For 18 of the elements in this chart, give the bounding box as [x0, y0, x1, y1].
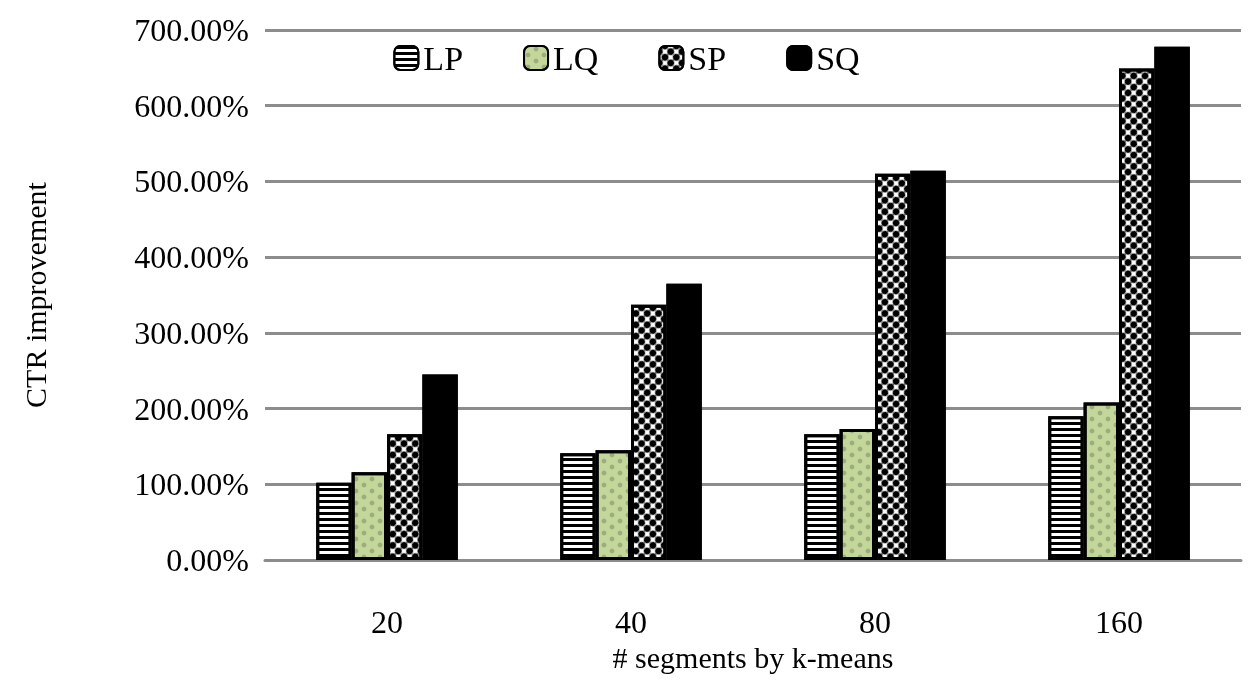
y-tick-label: 300.00%: [134, 314, 249, 351]
legend-label: SQ: [816, 39, 860, 77]
legend-label: LP: [423, 39, 464, 77]
legend-label: SP: [688, 39, 727, 77]
y-tick-label: 500.00%: [134, 163, 249, 200]
x-axis-title: # segments by k-means: [612, 641, 894, 675]
y-tick-label: 200.00%: [134, 390, 249, 427]
y-tick-label: 700.00%: [134, 12, 249, 48]
x-tick-label: 40: [615, 604, 647, 640]
x-tick-label: 80: [859, 604, 891, 640]
y-tick-label: 0.00%: [166, 542, 249, 578]
y-tick-label: 100.00%: [134, 466, 249, 503]
legend-label: LQ: [553, 39, 599, 77]
x-tick-label: 160: [1095, 604, 1143, 640]
y-tick-label: 600.00%: [134, 87, 249, 124]
y-tick-label: 400.00%: [134, 239, 249, 276]
y-axis-title: CTR improvement: [18, 181, 52, 408]
x-tick-label: 20: [371, 604, 403, 640]
